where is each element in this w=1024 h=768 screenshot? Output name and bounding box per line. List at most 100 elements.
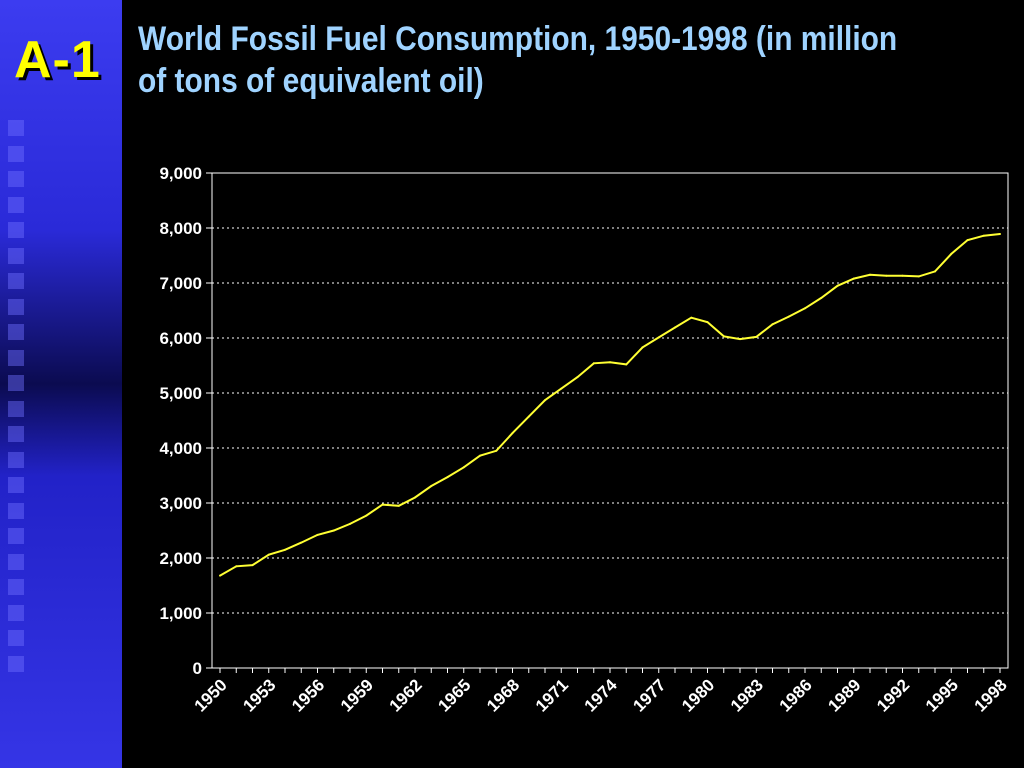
decor-square [8, 145, 24, 162]
y-tick-label: 6,000 [159, 329, 202, 348]
data-point [641, 346, 644, 349]
x-tick-label: 1980 [678, 675, 718, 715]
series-group [219, 233, 1001, 577]
data-point [349, 522, 351, 525]
data-point [430, 485, 433, 487]
data-point [495, 449, 498, 452]
y-tick-label: 1,000 [159, 604, 202, 623]
data-point [999, 233, 1001, 235]
data-point [365, 514, 368, 517]
data-point [625, 363, 628, 366]
x-tick-label: 1971 [532, 675, 572, 715]
decor-square [8, 604, 24, 621]
x-tick-labels: 1950 1953 1956 1959 1962 1965 1968 1971 1974 1977… [191, 675, 1011, 716]
data-point [982, 234, 985, 237]
data-point [739, 338, 741, 341]
decorative-squares [8, 120, 28, 680]
decor-square [8, 528, 24, 544]
x-tick-label: 1974 [581, 675, 622, 716]
data-point [885, 274, 888, 277]
x-tick-label: 1995 [922, 675, 962, 715]
x-tick-label: 1986 [776, 675, 816, 715]
decor-square [8, 579, 24, 595]
data-point [787, 315, 790, 318]
data-point [397, 504, 400, 507]
slide-badge: A-1 [14, 31, 101, 89]
data-point [706, 321, 709, 324]
data-point [966, 239, 969, 242]
data-point [479, 454, 481, 457]
data-point [755, 335, 758, 338]
data-point [576, 376, 579, 379]
data-point [690, 316, 693, 319]
data-point [901, 274, 904, 277]
data-point [462, 466, 465, 469]
data-point [657, 336, 660, 339]
series-line [219, 233, 1001, 577]
data-point [852, 277, 855, 280]
decor-square [8, 477, 24, 493]
data-point [836, 284, 839, 287]
data-point [820, 296, 823, 299]
x-tick-label: 1989 [824, 675, 864, 715]
data-point [235, 565, 238, 568]
x-tick-label: 1968 [483, 675, 523, 715]
data-point [316, 533, 319, 536]
data-point [592, 362, 595, 365]
data-point [674, 326, 676, 329]
x-tick-label: 1950 [191, 675, 231, 715]
decor-square [8, 247, 24, 264]
decor-square [8, 196, 24, 213]
axes [206, 172, 1009, 673]
chart-title: World Fossil Fuel Consumption, 1950-1998… [138, 20, 898, 100]
data-point [284, 548, 286, 551]
decor-square [8, 222, 24, 238]
data-point [804, 307, 806, 310]
decor-square [8, 375, 24, 391]
data-point [722, 335, 725, 338]
decor-square [8, 451, 24, 468]
data-point [332, 529, 335, 532]
decor-square [8, 273, 24, 289]
decor-square [8, 426, 24, 442]
x-tick-label: 1953 [239, 675, 279, 715]
x-tick-label: 1959 [337, 675, 377, 715]
x-tick-label: 1962 [386, 675, 426, 715]
data-point [609, 361, 611, 364]
data-point [300, 541, 303, 544]
data-point [414, 496, 416, 499]
data-point [917, 275, 920, 278]
decor-square [8, 553, 24, 570]
data-point [511, 432, 514, 435]
y-tick-label: 5,000 [159, 384, 202, 403]
data-point [251, 564, 254, 567]
data-point [771, 323, 774, 326]
x-tick-label: 1965 [434, 675, 474, 715]
grid-lines [212, 227, 1008, 614]
decor-square [8, 120, 24, 136]
y-tick-label: 7,000 [159, 274, 202, 293]
decor-square [8, 400, 24, 417]
x-tick-label: 1992 [873, 675, 913, 715]
data-point [934, 270, 936, 273]
decor-square [8, 349, 24, 366]
decor-square [8, 630, 24, 646]
x-tick-label: 1977 [629, 675, 669, 715]
data-point [267, 553, 270, 556]
data-point [544, 399, 546, 402]
y-tick-label: 0 [193, 659, 202, 678]
decor-square [8, 324, 24, 340]
x-tick-label: 1956 [288, 675, 328, 715]
data-point [950, 252, 953, 255]
data-point [527, 415, 530, 418]
x-tick-label: 1983 [727, 675, 767, 715]
data-point [381, 503, 384, 506]
data-point [560, 387, 563, 390]
y-tick-labels: 0 1,000 2,000 3,000 4,000 5,000 6,000 7,000 8,00… [159, 164, 202, 678]
sidebar-band [0, 0, 122, 768]
y-tick-label: 8,000 [159, 219, 202, 238]
decor-square [8, 171, 24, 187]
data-point [219, 574, 221, 577]
data-point [446, 476, 449, 479]
